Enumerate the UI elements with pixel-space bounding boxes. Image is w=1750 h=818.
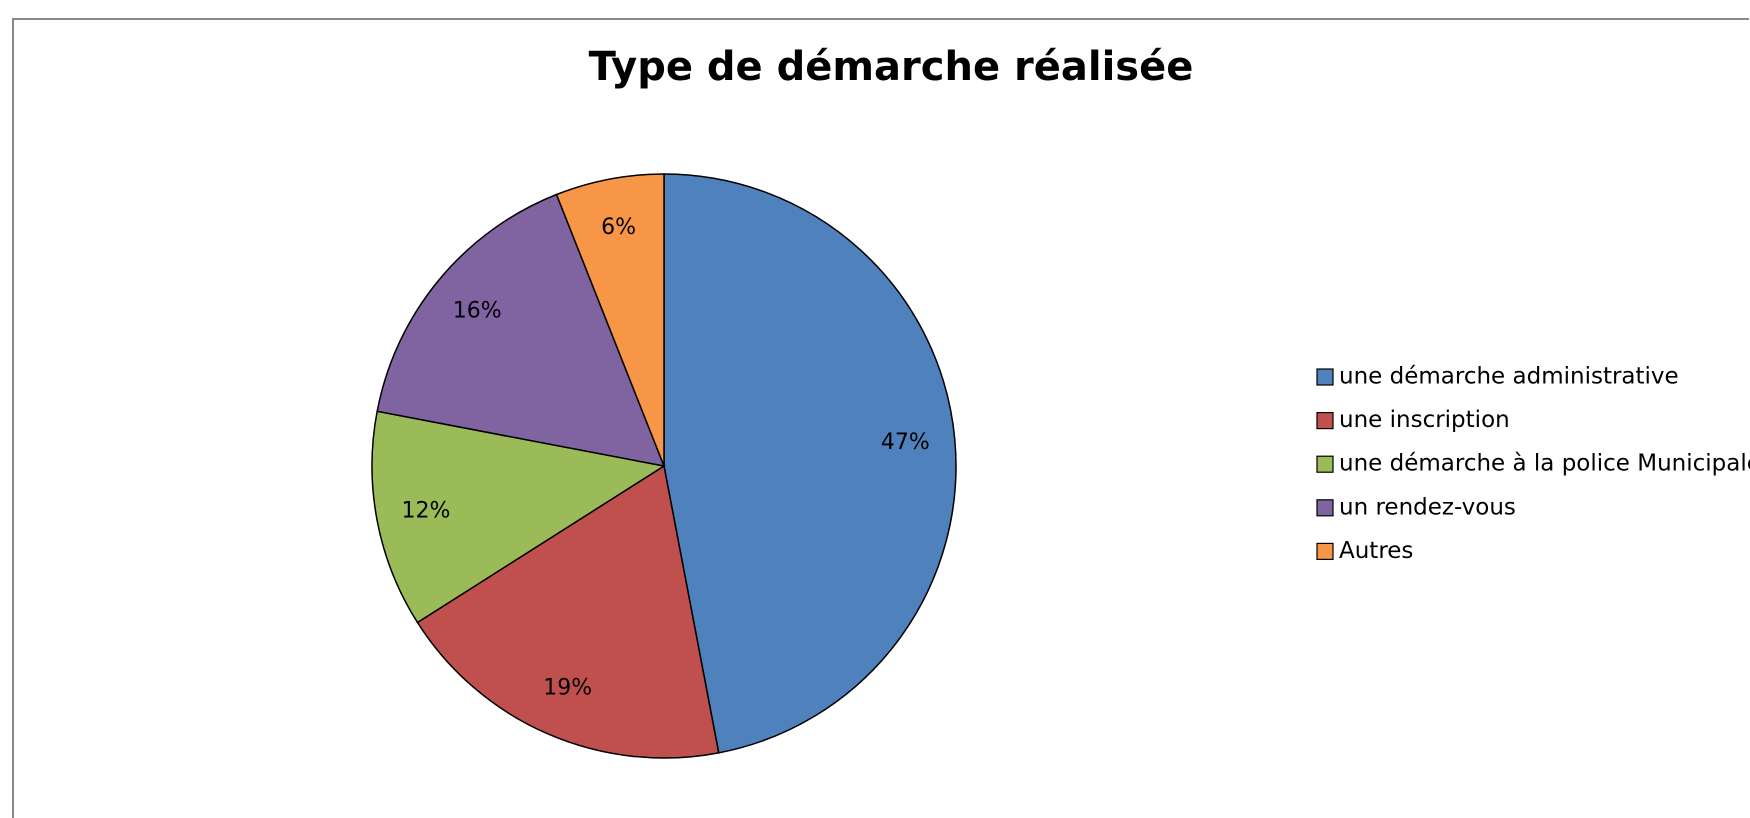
legend-swatch (1316, 455, 1334, 473)
legend-swatch (1316, 542, 1334, 561)
legend-label: Autres (1339, 538, 1413, 564)
data-label: 16% (453, 299, 502, 324)
pie-slice (416, 464, 720, 759)
legend-label: une démarche à la police Municipale (1339, 451, 1750, 477)
chart-frame (12, 18, 1749, 818)
pie-slice (376, 193, 666, 467)
chart-title: Type de démarche réalisée (589, 44, 1194, 90)
pie-slice (555, 173, 665, 467)
pie-slice (663, 173, 957, 754)
data-label: 47% (881, 430, 930, 455)
legend-swatch (1316, 412, 1334, 430)
legend-swatch (1316, 368, 1334, 386)
legend-swatch (1316, 499, 1334, 517)
legend-label: une démarche administrative (1339, 364, 1679, 390)
data-label: 19% (543, 675, 592, 700)
legend-label: un rendez-vous (1339, 494, 1516, 520)
data-label: 12% (401, 498, 450, 523)
pie-slice (371, 410, 667, 624)
data-label: 6% (601, 215, 636, 240)
legend-label: une inscription (1339, 407, 1510, 433)
